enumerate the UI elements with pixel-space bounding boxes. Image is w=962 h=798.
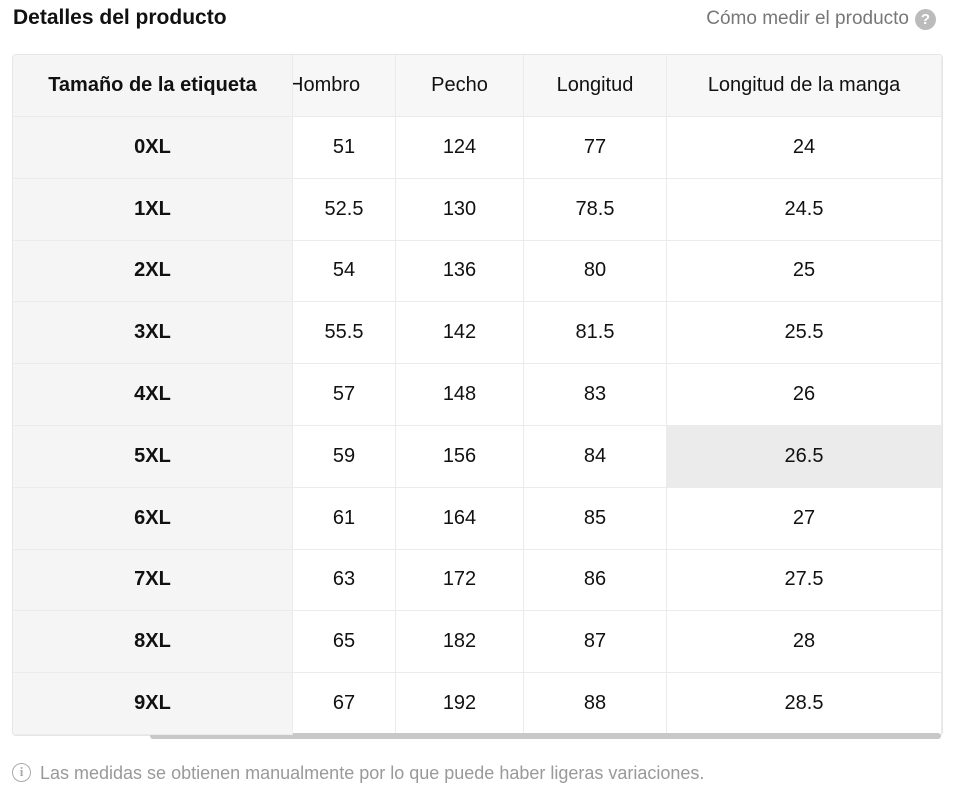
column-header: Tamaño de la etiqueta bbox=[13, 55, 293, 117]
measurement: 55.5 bbox=[293, 302, 396, 365]
measurement: 61 bbox=[293, 487, 396, 550]
measurement: 88 bbox=[524, 673, 667, 735]
measurement: 24 bbox=[667, 117, 942, 179]
measurement: 26 bbox=[667, 364, 942, 426]
measurement: 156 bbox=[396, 426, 524, 488]
measurement: 172 bbox=[396, 549, 524, 612]
measurement: 182 bbox=[396, 611, 524, 674]
measurement: 86 bbox=[524, 549, 667, 612]
measurement: 83 bbox=[524, 364, 667, 426]
help-icon[interactable]: ? bbox=[915, 9, 936, 30]
measurement: 124 bbox=[396, 117, 524, 179]
measurement: 51 bbox=[293, 117, 396, 179]
measurement: 28 bbox=[667, 611, 942, 674]
measurement: 63 bbox=[293, 549, 396, 612]
measurement: 164 bbox=[396, 487, 524, 550]
measurement: 24.5 bbox=[667, 178, 942, 241]
measurement: 59 bbox=[293, 426, 396, 488]
size-guide-link[interactable]: Cómo medir el producto bbox=[706, 8, 909, 29]
measurement: 148 bbox=[396, 364, 524, 426]
info-icon: i bbox=[12, 763, 31, 782]
measurement: 87 bbox=[524, 611, 667, 674]
section-title: Detalles del producto bbox=[13, 6, 227, 29]
measurement: 52.5 bbox=[293, 178, 396, 241]
measurement: 85 bbox=[524, 487, 667, 550]
scrollbar[interactable] bbox=[150, 733, 941, 739]
measurement: 81.5 bbox=[524, 302, 667, 365]
size-label: 3XL bbox=[13, 302, 293, 365]
measurement: 80 bbox=[524, 240, 667, 303]
footer-note: Las medidas se obtienen manualmente por … bbox=[40, 763, 705, 783]
column-header: Longitud de la manga bbox=[667, 55, 942, 117]
measurement: 57 bbox=[293, 364, 396, 426]
size-label: 2XL bbox=[13, 240, 293, 303]
measurement: 77 bbox=[524, 117, 667, 179]
measurement: 54 bbox=[293, 240, 396, 303]
size-label: 4XL bbox=[13, 364, 293, 426]
size-label: 1XL bbox=[13, 178, 293, 241]
column-header: Longitud bbox=[524, 55, 667, 117]
measurement: 27 bbox=[667, 487, 942, 550]
measurement: 136 bbox=[396, 240, 524, 303]
size-label: 9XL bbox=[13, 673, 293, 735]
measurement: 27.5 bbox=[667, 549, 942, 612]
size-label: 0XL bbox=[13, 117, 293, 179]
size-label: 7XL bbox=[13, 549, 293, 612]
measurement: 78.5 bbox=[524, 178, 667, 241]
measurement: 65 bbox=[293, 611, 396, 674]
column-header: Pecho bbox=[396, 55, 524, 117]
measurement: 25.5 bbox=[667, 302, 942, 365]
column-header: Hombro bbox=[293, 55, 396, 117]
size-label: 5XL bbox=[13, 426, 293, 488]
measurement: 25 bbox=[667, 240, 942, 303]
measurement: 67 bbox=[293, 673, 396, 735]
measurement: 192 bbox=[396, 673, 524, 735]
measurement: 130 bbox=[396, 178, 524, 241]
size-label: 6XL bbox=[13, 487, 293, 550]
measurement: 84 bbox=[524, 426, 667, 488]
size-label: 8XL bbox=[13, 611, 293, 674]
measurement: 142 bbox=[396, 302, 524, 365]
measurement: 28.5 bbox=[667, 673, 942, 735]
size-table: Tamaño de la etiqueta Hombro Pecho Longitud… bbox=[12, 54, 943, 736]
measurement: 26.5 bbox=[667, 426, 942, 488]
